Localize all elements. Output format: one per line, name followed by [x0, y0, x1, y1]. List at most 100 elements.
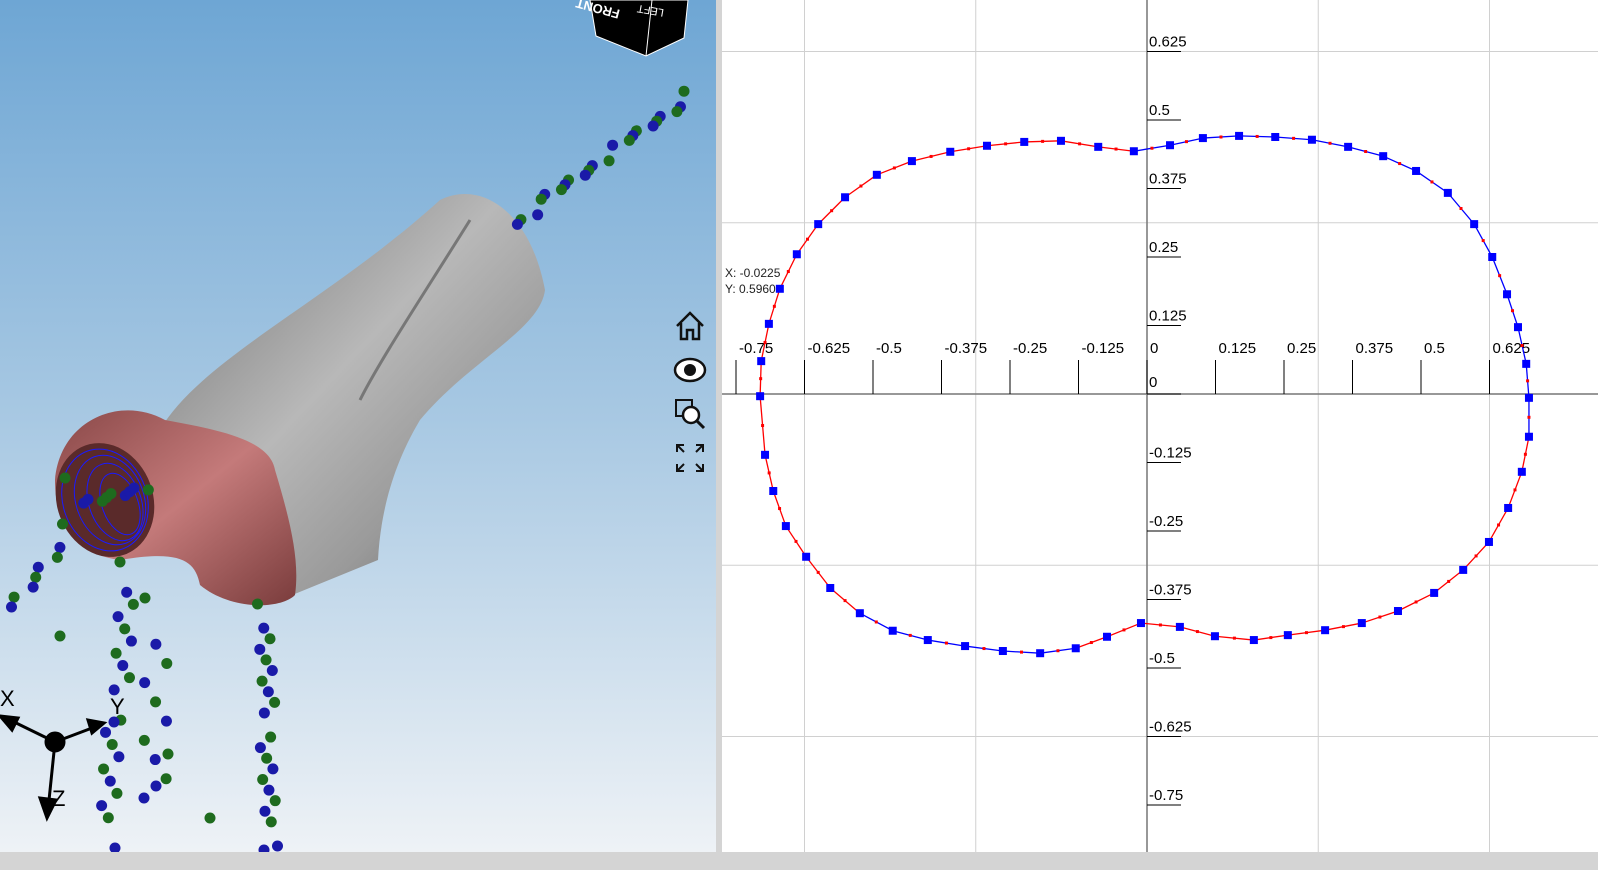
point	[258, 844, 270, 852]
point	[54, 541, 66, 553]
point	[272, 840, 283, 852]
y-tick-label: -0.5	[1149, 650, 1175, 667]
point	[123, 672, 135, 684]
curve-sample-point	[778, 507, 782, 511]
curve-sample-point	[1020, 650, 1024, 654]
curve-sample-point	[1056, 649, 1060, 653]
control-point	[1412, 166, 1421, 175]
control-point	[802, 552, 811, 561]
point	[254, 643, 266, 655]
point	[102, 812, 114, 824]
control-point	[769, 486, 778, 495]
curve-sample-point	[892, 166, 896, 170]
point	[254, 742, 266, 754]
point	[104, 775, 116, 787]
x-tick-label: 0.5	[1424, 340, 1445, 357]
curve-sample-point	[944, 641, 948, 645]
curve-sample-point	[786, 270, 790, 274]
control-point	[1459, 565, 1468, 574]
control-point	[1307, 135, 1316, 144]
control-point	[1094, 142, 1103, 151]
point	[252, 598, 263, 610]
profile-plot[interactable]: -0.75 -0.625 -0.5 -0.375 -0.25 -0.125 0 0.125 0.…	[722, 0, 1598, 852]
control-point	[946, 147, 955, 156]
control-point	[1484, 537, 1493, 546]
fit-all-icon[interactable]	[672, 440, 708, 476]
point	[110, 647, 122, 659]
profile-chart[interactable]: -0.75 -0.625 -0.5 -0.375 -0.25 -0.125 0 0.125 0.…	[722, 0, 1598, 852]
curve-sample-point	[1497, 523, 1501, 527]
home-icon[interactable]	[672, 308, 708, 344]
point	[6, 601, 17, 613]
point	[532, 209, 544, 221]
x-tick-label: -0.75	[739, 340, 773, 357]
point	[267, 763, 279, 775]
control-point	[1166, 141, 1175, 150]
curve-sample-point	[1304, 631, 1308, 635]
curve-sample-point	[1232, 636, 1236, 640]
point	[82, 493, 94, 505]
control-point	[1379, 152, 1388, 161]
curve-sample-point	[816, 570, 820, 574]
zoom-window-icon[interactable]	[672, 396, 708, 432]
point	[127, 598, 139, 610]
point	[111, 787, 123, 799]
view-cube[interactable]: FRONT LEFT	[574, 0, 689, 57]
curve-sample-point	[1378, 615, 1382, 619]
curve-sample-point	[1078, 142, 1082, 146]
curve-sample-point	[1150, 146, 1154, 150]
control-point	[775, 284, 784, 293]
curve-sample-point	[794, 539, 798, 543]
curve-sample-point	[908, 633, 912, 637]
y-tick-label: -0.75	[1149, 787, 1183, 804]
point	[109, 842, 121, 852]
curve-sample-point	[1122, 628, 1126, 632]
x-tick-label: 0.25	[1287, 340, 1316, 357]
x-tick-label: -0.25	[1013, 340, 1047, 357]
eye-icon[interactable]	[672, 352, 708, 388]
control-point	[1102, 632, 1111, 641]
point	[32, 561, 44, 573]
point	[142, 484, 154, 496]
control-point	[1357, 619, 1366, 628]
control-point	[888, 626, 897, 635]
control-point	[1235, 131, 1244, 140]
control-point	[1443, 188, 1452, 197]
point	[98, 763, 110, 775]
3d-viewport[interactable]: FRONT LEFT X Y Z	[0, 0, 716, 852]
curve-sample-point	[843, 599, 847, 603]
x-tick-label: -0.375	[945, 340, 988, 357]
point	[262, 686, 274, 698]
point	[161, 657, 173, 669]
point-cloud	[6, 85, 690, 852]
point	[265, 731, 277, 743]
control-point	[761, 450, 770, 459]
control-point	[1513, 323, 1522, 332]
point	[105, 488, 117, 500]
point	[579, 169, 591, 181]
point	[511, 218, 523, 230]
curve-sample-point	[1520, 344, 1524, 348]
curve-sample-point	[1219, 135, 1223, 139]
triad-y-label: Y	[110, 694, 125, 719]
curve-sample-point	[1526, 379, 1530, 383]
curve-sample-point	[1158, 623, 1162, 627]
point	[256, 675, 268, 687]
control-point	[1344, 142, 1353, 151]
curve-sample-point	[929, 154, 933, 158]
control-point	[907, 157, 916, 166]
point	[112, 611, 124, 623]
control-point	[1036, 649, 1045, 658]
point	[162, 748, 174, 760]
curve-sample-point	[1474, 554, 1478, 558]
x-tick-label: 0.375	[1356, 340, 1394, 357]
control-point	[1524, 432, 1533, 441]
tube-seam	[358, 219, 472, 401]
control-point	[757, 357, 766, 366]
y-tick-label: -0.125	[1149, 445, 1192, 462]
control-point	[998, 647, 1007, 656]
curve-sample-point	[1269, 636, 1273, 640]
control-point	[1524, 393, 1533, 402]
control-point	[1175, 622, 1184, 631]
control-point	[826, 583, 835, 592]
